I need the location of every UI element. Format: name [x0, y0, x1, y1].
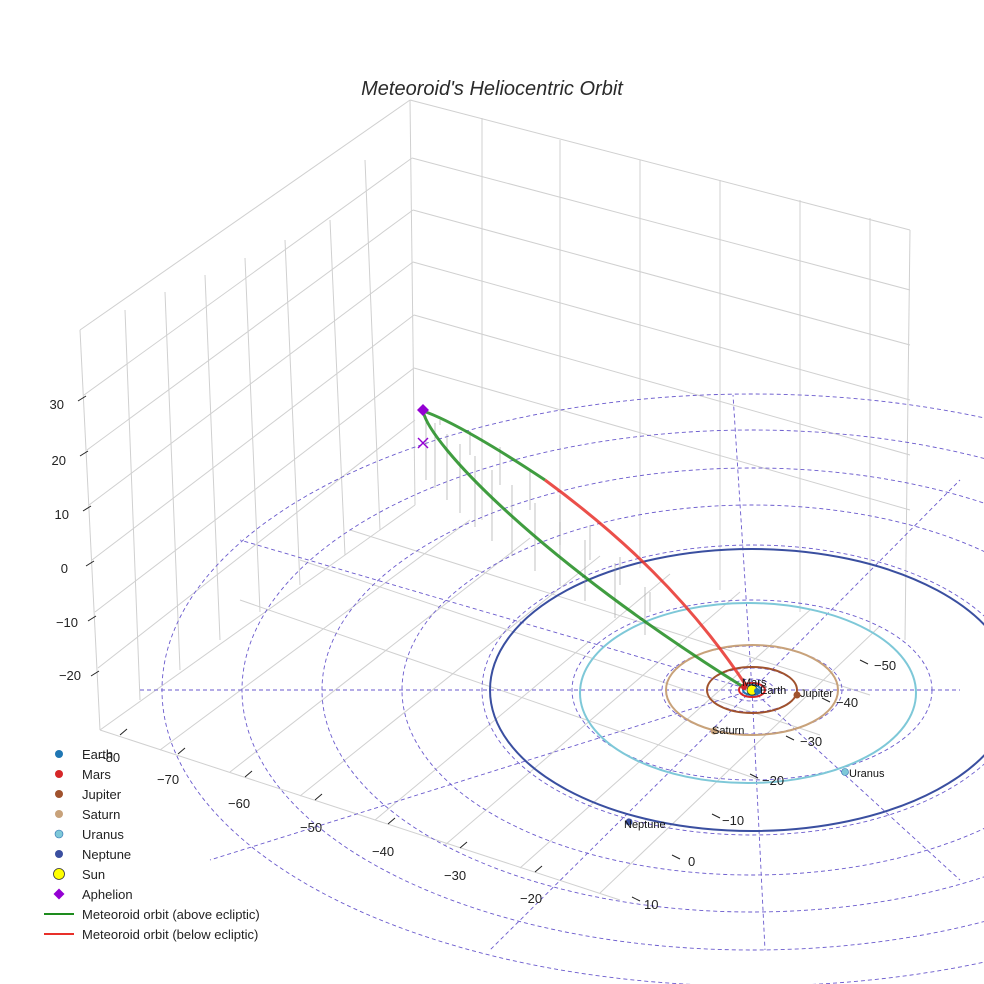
jupiter-marker [793, 691, 801, 699]
x-tick: −20 [520, 891, 542, 906]
aphelion-marker [417, 404, 429, 416]
neptune-orbit [489, 548, 984, 832]
planet-orbits [489, 548, 984, 832]
saturn-orbit [665, 644, 839, 736]
legend-label: Saturn [82, 806, 121, 822]
x-tick: −70 [157, 772, 179, 787]
legend: Earth Mars Jupiter Saturn Uranus Neptune… [44, 744, 260, 944]
legend-label: Aphelion [82, 886, 133, 902]
legend-item-orbit-above[interactable]: Meteoroid orbit (above ecliptic) [44, 904, 260, 924]
mars-orbit [738, 682, 766, 698]
jupiter-orbit [706, 666, 798, 714]
legend-label: Jupiter [82, 786, 122, 802]
y-axis: −50 −40 −30 −20 −10 0 10 [631, 658, 896, 912]
diamond-icon [44, 884, 74, 904]
z-tick: 30 [50, 397, 64, 412]
y-tick: 10 [644, 897, 658, 912]
mars-marker [741, 684, 747, 690]
y-tick: −10 [722, 813, 744, 828]
legend-item-aphelion[interactable]: Aphelion [44, 884, 260, 904]
x-tick: −60 [228, 796, 250, 811]
orbit-below-ecliptic [544, 478, 749, 688]
legend-label: Earth [82, 746, 114, 762]
neptune-dot-icon [44, 844, 74, 864]
x-tick: −80 [98, 750, 120, 765]
neptune-marker [625, 818, 633, 826]
green-line-icon [44, 904, 74, 924]
planet-label-uranus: Uranus [849, 768, 885, 780]
earth-marker [754, 688, 760, 694]
legend-label: Uranus [82, 826, 124, 842]
legend-item-earth[interactable]: Earth [44, 744, 260, 764]
planet-label-saturn: Saturn [712, 725, 744, 737]
chart-title: Meteoroid's Heliocentric Orbit [361, 78, 624, 100]
legend-item-mars[interactable]: Mars [44, 764, 260, 784]
legend-item-uranus[interactable]: Uranus [44, 824, 260, 844]
orbit-above-ecliptic [421, 410, 746, 690]
legend-item-sun[interactable]: Sun [44, 864, 260, 884]
uranus-marker [841, 768, 849, 776]
planet-label-earth: Earth [760, 685, 786, 697]
y-tick: −50 [874, 658, 896, 673]
z-tick: 10 [55, 507, 69, 522]
x-tick: −50 [300, 820, 322, 835]
y-tick: −30 [800, 734, 822, 749]
legend-item-saturn[interactable]: Saturn [44, 804, 260, 824]
planet-label-neptune: Neptune [624, 819, 666, 831]
aphelion-projection [417, 437, 429, 449]
uranus-dot-icon [44, 824, 74, 844]
y-tick: −20 [762, 773, 784, 788]
legend-item-orbit-below[interactable]: Meteoroid orbit (below ecliptic) [44, 924, 260, 944]
jupiter-dot-icon [44, 784, 74, 804]
orbit-above-ecliptic-return [422, 409, 546, 482]
y-tick: −40 [836, 695, 858, 710]
planet-label-mars: Mars [742, 677, 767, 689]
ecliptic-grid [140, 393, 984, 984]
earth-dot-icon [44, 744, 74, 764]
legend-label: Meteoroid orbit (below ecliptic) [82, 926, 259, 942]
axes-box [79, 99, 911, 901]
planets [625, 684, 849, 826]
saturn-marker [710, 727, 718, 735]
x-tick: −30 [444, 868, 466, 883]
red-line-icon [44, 924, 74, 944]
legend-label: Sun [82, 866, 106, 882]
x-axis: −80 −70 −60 −50 −40 −30 −20 [98, 728, 543, 906]
z-tick: 0 [61, 561, 68, 576]
legend-label: Meteoroid orbit (above ecliptic) [82, 906, 260, 922]
z-tick: −10 [56, 615, 78, 630]
sun-dot-icon [44, 864, 74, 884]
x-tick: −40 [372, 844, 394, 859]
planet-labels: Mars Earth Jupiter Saturn Uranus Neptune [624, 677, 885, 831]
saturn-dot-icon [44, 804, 74, 824]
z-tick: −20 [59, 668, 81, 683]
z-axis: 30 20 10 0 −10 −20 [50, 395, 100, 683]
z-tick: 20 [52, 453, 66, 468]
legend-item-neptune[interactable]: Neptune [44, 844, 260, 864]
legend-item-jupiter[interactable]: Jupiter [44, 784, 260, 804]
uranus-orbit [579, 602, 917, 784]
planet-label-jupiter: Jupiter [800, 688, 833, 700]
y-tick: 0 [688, 854, 695, 869]
legend-label: Mars [82, 766, 111, 782]
legend-label: Neptune [82, 846, 132, 862]
mars-dot-icon [44, 764, 74, 784]
